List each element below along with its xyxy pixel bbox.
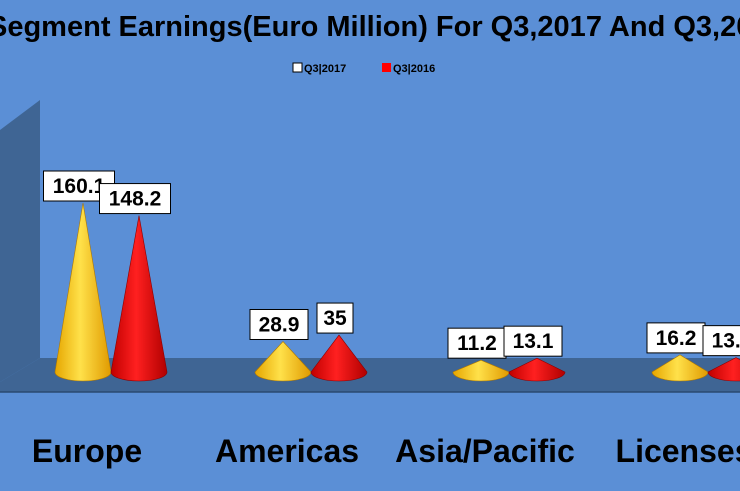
legend-swatch-q3-2016 — [382, 63, 391, 72]
cone-europe-q3-2016 — [111, 216, 167, 381]
category-label-americas: Americas — [215, 433, 359, 469]
category-label-europe: Europe — [32, 433, 142, 469]
data-label-text: 16.2 — [656, 327, 697, 350]
chart-title: Segment Earnings(Euro Million) For Q3,20… — [0, 11, 740, 43]
chart-floor — [0, 358, 740, 392]
category-label-asia-pacific: Asia/Pacific — [395, 433, 575, 469]
data-label-americas-q3-2017: 28.9 — [250, 309, 308, 339]
data-label-licenses-q3-2017: 16.2 — [647, 323, 705, 353]
data-label-europe-q3-2016: 148.2 — [100, 184, 171, 214]
cone-europe-q3-2017 — [55, 203, 111, 381]
data-label-text: 160.1 — [53, 175, 106, 198]
data-label-text: 35 — [323, 307, 347, 330]
data-label-text: 13.6 — [712, 330, 740, 353]
data-label-americas-q3-2016: 35 — [317, 303, 353, 333]
data-label-text: 13.1 — [513, 330, 554, 353]
chart-back-wall — [0, 100, 40, 382]
legend-swatch-q3-2017 — [293, 63, 302, 72]
data-label-text: 28.9 — [259, 313, 300, 336]
data-label-text: 11.2 — [457, 332, 497, 355]
category-axis: Europe Americas Asia/Pacific Licenses — [32, 433, 740, 469]
data-label-text: 148.2 — [109, 188, 162, 211]
data-label-asia-pacific-q3-2016: 13.1 — [504, 326, 562, 356]
data-label-asia-pacific-q3-2017: 11.2 — [448, 328, 506, 358]
series-cones — [55, 203, 740, 381]
data-label-licenses-q3-2016: 13.6 — [703, 326, 740, 356]
legend-label-q3-2016: Q3|2016 — [393, 63, 435, 75]
legend-label-q3-2017: Q3|2017 — [304, 63, 346, 75]
legend: Q3|2017 Q3|2016 — [293, 63, 435, 75]
category-label-licenses: Licenses — [616, 433, 740, 469]
